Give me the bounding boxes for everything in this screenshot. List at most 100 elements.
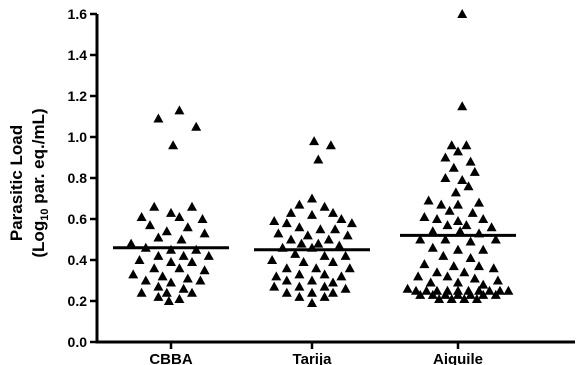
data-point-triangle	[463, 181, 474, 191]
y-tick-label: 1.6	[68, 6, 88, 22]
data-point-triangle	[269, 281, 280, 291]
data-point-triangle	[471, 293, 482, 303]
data-point-triangle	[474, 261, 484, 271]
data-point-triangle	[281, 218, 292, 228]
data-point-triangle	[182, 222, 193, 232]
data-point-triangle	[465, 252, 476, 262]
data-point-triangle	[461, 140, 472, 150]
data-point-triangle	[440, 152, 451, 162]
data-point-triangle	[187, 201, 197, 211]
data-point-triangle	[166, 207, 176, 217]
data-point-triangle	[440, 234, 451, 244]
data-point-triangle	[455, 226, 466, 236]
y-tick-label: 0.0	[68, 334, 88, 350]
data-point-triangle	[453, 289, 463, 299]
data-point-triangle	[325, 140, 336, 150]
data-point-triangle	[440, 289, 451, 299]
data-point-triangle	[307, 193, 317, 203]
data-point-triangle	[294, 199, 305, 209]
data-point-triangle	[444, 205, 455, 215]
data-point-triangle	[453, 277, 463, 287]
data-point-triangle	[465, 236, 476, 246]
data-point-triangle	[432, 267, 442, 277]
data-point-triangle	[187, 257, 197, 267]
data-point-triangle	[136, 211, 147, 221]
data-point-triangle	[474, 285, 484, 295]
data-point-triangle	[490, 234, 501, 244]
y-tick-label: 0.8	[68, 170, 88, 186]
data-point-triangle	[290, 248, 301, 258]
data-point-triangle	[478, 214, 489, 223]
data-point-triangle	[178, 250, 189, 260]
data-point-triangle	[191, 121, 202, 131]
data-point-triangle	[467, 207, 478, 217]
data-point-triangle	[294, 291, 305, 301]
y-axis-title-line2: (Log10 par. eq./mL)	[29, 108, 51, 257]
data-point-triangle	[313, 238, 324, 248]
data-point-triangle	[453, 146, 463, 156]
data-point-triangle	[492, 275, 503, 285]
data-point-triangle	[153, 250, 164, 260]
data-point-triangle	[330, 224, 341, 234]
data-point-triangle	[411, 285, 421, 295]
data-point-triangle	[191, 244, 202, 254]
data-point-triangle	[168, 140, 179, 150]
data-point-triangle	[323, 234, 334, 244]
data-point-triangle	[307, 287, 317, 297]
data-point-triangle	[149, 201, 160, 211]
data-point-triangle	[495, 285, 505, 295]
data-point-triangle	[294, 222, 305, 232]
data-point-triangle	[457, 175, 468, 185]
data-point-triangle	[448, 261, 459, 271]
y-tick-label: 0.6	[68, 211, 88, 227]
y-tick-label: 0.4	[68, 252, 88, 268]
data-point-triangle	[419, 211, 430, 221]
data-point-triangle	[273, 228, 284, 238]
data-point-triangle	[319, 250, 330, 260]
data-point-triangle	[490, 289, 501, 299]
data-point-triangle	[294, 281, 305, 291]
x-axis-categories: CBBA Tarija Aiquile	[149, 342, 483, 365]
data-point-triangle	[340, 250, 351, 260]
data-point-triangle	[448, 162, 459, 172]
data-point-triangle	[459, 293, 470, 303]
data-point-triangle	[203, 250, 214, 260]
data-point-triangle	[340, 283, 351, 293]
data-point-triangle	[294, 269, 305, 279]
data-point-triangle	[427, 242, 438, 252]
data-point-triangle	[453, 244, 463, 254]
data-point-triangle	[469, 166, 480, 176]
data-point-triangle	[442, 271, 453, 281]
data-point-triangle	[432, 214, 442, 223]
data-point-triangle	[157, 271, 168, 281]
data-point-triangle	[166, 277, 176, 287]
y-tick-label: 1.4	[68, 47, 88, 63]
data-point-triangle	[174, 293, 185, 303]
data-points	[126, 9, 514, 308]
data-point-triangle	[166, 257, 176, 267]
data-point-triangle	[140, 275, 151, 285]
data-point-triangle	[161, 226, 172, 236]
data-point-triangle	[436, 199, 447, 209]
data-point-triangle	[311, 263, 322, 273]
x-category-label: Aiquile	[433, 351, 483, 365]
data-point-triangle	[469, 273, 480, 283]
data-point-triangle	[199, 265, 210, 275]
data-point-triangle	[457, 101, 468, 111]
data-point-triangle	[474, 197, 484, 207]
y-axis-title-line1: Parasitic Load	[7, 125, 26, 241]
data-point-triangle	[281, 263, 292, 273]
data-point-triangle	[286, 234, 296, 244]
data-point-triangle	[427, 226, 438, 236]
data-point-triangle	[415, 234, 426, 244]
data-point-triangle	[153, 232, 164, 242]
y-tick-label: 1.0	[68, 129, 88, 145]
data-point-triangle	[425, 277, 436, 287]
data-point-triangle	[478, 279, 489, 289]
data-point-triangle	[309, 136, 320, 146]
data-point-triangle	[281, 275, 292, 285]
data-point-triangle	[453, 216, 463, 226]
x-category-label: CBBA	[149, 351, 192, 365]
data-point-triangle	[478, 244, 489, 254]
data-point-triangle	[161, 287, 172, 297]
